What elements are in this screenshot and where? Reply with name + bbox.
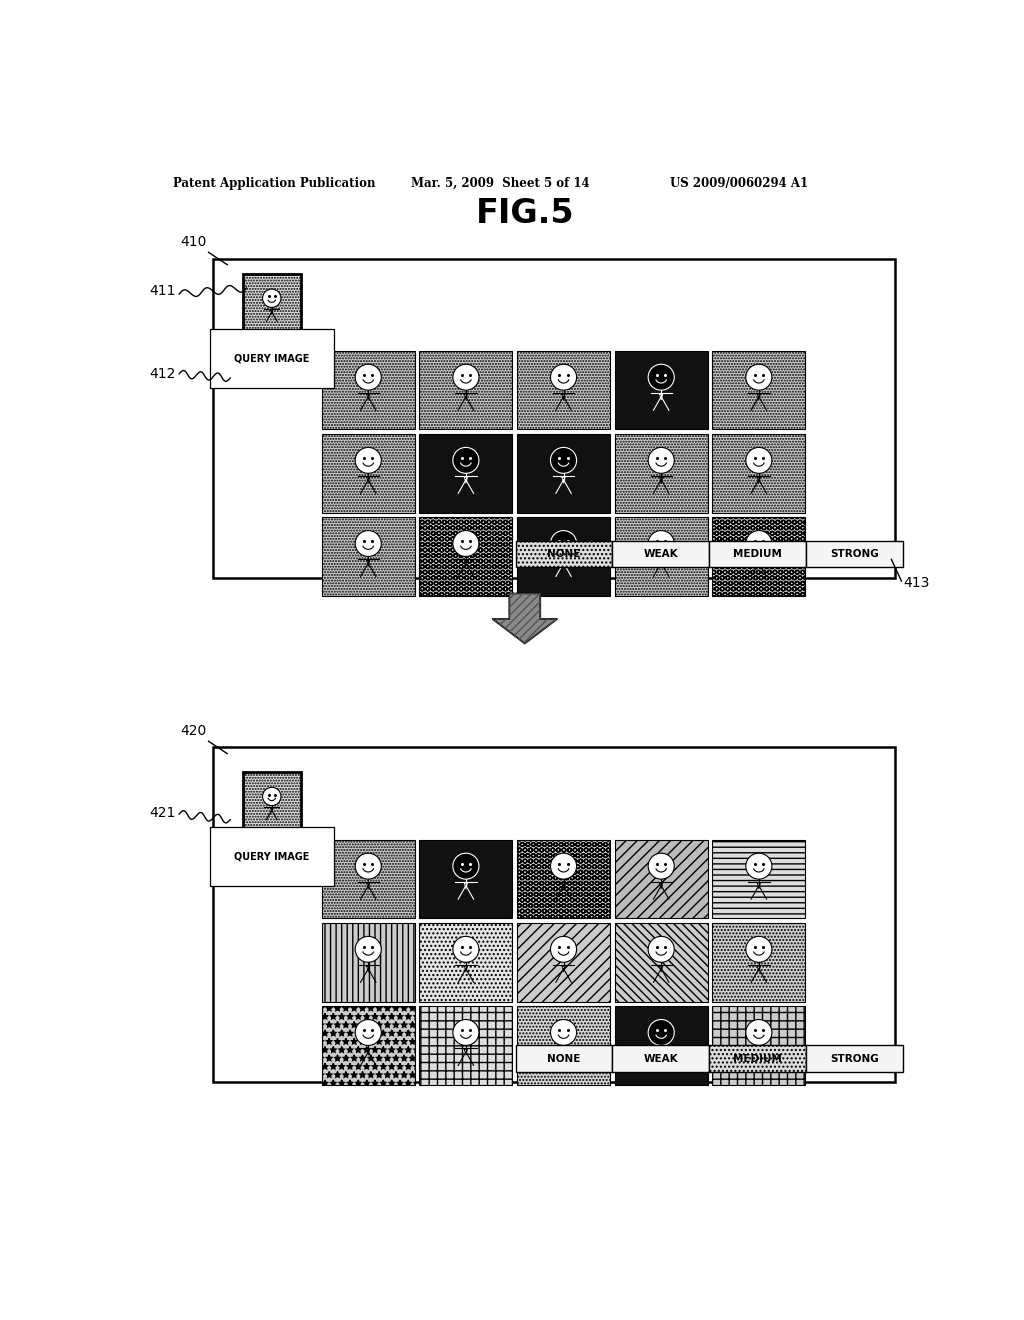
- Text: MEDIUM: MEDIUM: [733, 549, 782, 560]
- Circle shape: [551, 1019, 577, 1045]
- Circle shape: [355, 364, 381, 391]
- Text: 420: 420: [181, 725, 207, 738]
- Circle shape: [453, 936, 479, 962]
- Text: US 2009/0060294 A1: US 2009/0060294 A1: [671, 177, 809, 190]
- Circle shape: [453, 531, 479, 557]
- Bar: [243, 772, 301, 840]
- Circle shape: [648, 364, 674, 391]
- Circle shape: [745, 364, 772, 391]
- Circle shape: [745, 1019, 772, 1045]
- Bar: [322, 351, 415, 429]
- Text: QUERY IMAGE: QUERY IMAGE: [234, 851, 309, 862]
- Bar: [806, 1045, 903, 1072]
- Circle shape: [355, 447, 381, 474]
- Bar: [322, 434, 415, 512]
- Bar: [614, 434, 708, 512]
- Bar: [713, 840, 805, 919]
- Text: 413: 413: [903, 576, 930, 590]
- Circle shape: [262, 289, 281, 308]
- Circle shape: [453, 447, 479, 474]
- Bar: [420, 351, 512, 429]
- Bar: [517, 1006, 610, 1085]
- Bar: [614, 517, 708, 595]
- Bar: [713, 1006, 805, 1085]
- Bar: [517, 517, 610, 595]
- Bar: [515, 541, 612, 568]
- Circle shape: [355, 1019, 381, 1045]
- Bar: [213, 259, 895, 578]
- Circle shape: [355, 936, 381, 962]
- Bar: [612, 541, 710, 568]
- Circle shape: [453, 1019, 479, 1045]
- Bar: [420, 434, 512, 512]
- Circle shape: [551, 447, 577, 474]
- Bar: [612, 1045, 710, 1072]
- Circle shape: [262, 787, 281, 805]
- Text: STRONG: STRONG: [830, 1053, 879, 1064]
- Circle shape: [745, 853, 772, 879]
- Bar: [517, 434, 610, 512]
- Circle shape: [745, 936, 772, 962]
- Bar: [213, 747, 895, 1082]
- Bar: [515, 1045, 612, 1072]
- Text: WEAK: WEAK: [643, 1053, 678, 1064]
- Bar: [614, 840, 708, 919]
- Bar: [806, 541, 903, 568]
- Bar: [243, 275, 301, 342]
- Circle shape: [648, 447, 674, 474]
- Bar: [710, 1045, 806, 1072]
- Bar: [713, 434, 805, 512]
- Bar: [517, 840, 610, 919]
- Text: WEAK: WEAK: [643, 549, 678, 560]
- Circle shape: [745, 447, 772, 474]
- Bar: [420, 840, 512, 919]
- Polygon shape: [493, 594, 557, 644]
- Text: NONE: NONE: [547, 1053, 581, 1064]
- Text: FIG.5: FIG.5: [475, 198, 574, 231]
- Bar: [517, 923, 610, 1002]
- Text: 421: 421: [150, 805, 176, 820]
- Circle shape: [453, 364, 479, 391]
- Text: Mar. 5, 2009  Sheet 5 of 14: Mar. 5, 2009 Sheet 5 of 14: [411, 177, 590, 190]
- Text: NONE: NONE: [547, 549, 581, 560]
- Circle shape: [745, 531, 772, 557]
- Bar: [322, 1006, 415, 1085]
- Bar: [710, 541, 806, 568]
- Circle shape: [648, 853, 674, 879]
- Circle shape: [551, 936, 577, 962]
- Text: STRONG: STRONG: [830, 549, 879, 560]
- Circle shape: [648, 1019, 674, 1045]
- Bar: [420, 517, 512, 595]
- Circle shape: [648, 531, 674, 557]
- Bar: [713, 517, 805, 595]
- Text: Patent Application Publication: Patent Application Publication: [173, 177, 376, 190]
- Text: QUERY IMAGE: QUERY IMAGE: [234, 354, 309, 363]
- Circle shape: [551, 364, 577, 391]
- Circle shape: [355, 531, 381, 557]
- Bar: [517, 351, 610, 429]
- Text: 412: 412: [150, 367, 176, 381]
- Bar: [614, 923, 708, 1002]
- Circle shape: [551, 853, 577, 879]
- Circle shape: [551, 531, 577, 557]
- Bar: [420, 923, 512, 1002]
- Bar: [322, 923, 415, 1002]
- Circle shape: [648, 936, 674, 962]
- Text: MEDIUM: MEDIUM: [733, 1053, 782, 1064]
- Bar: [420, 1006, 512, 1085]
- Bar: [322, 840, 415, 919]
- Circle shape: [355, 853, 381, 879]
- Bar: [614, 351, 708, 429]
- Bar: [614, 1006, 708, 1085]
- Text: 411: 411: [150, 284, 176, 298]
- Circle shape: [453, 853, 479, 879]
- Bar: [713, 923, 805, 1002]
- Bar: [322, 517, 415, 595]
- Text: 410: 410: [180, 235, 207, 249]
- Bar: [713, 351, 805, 429]
